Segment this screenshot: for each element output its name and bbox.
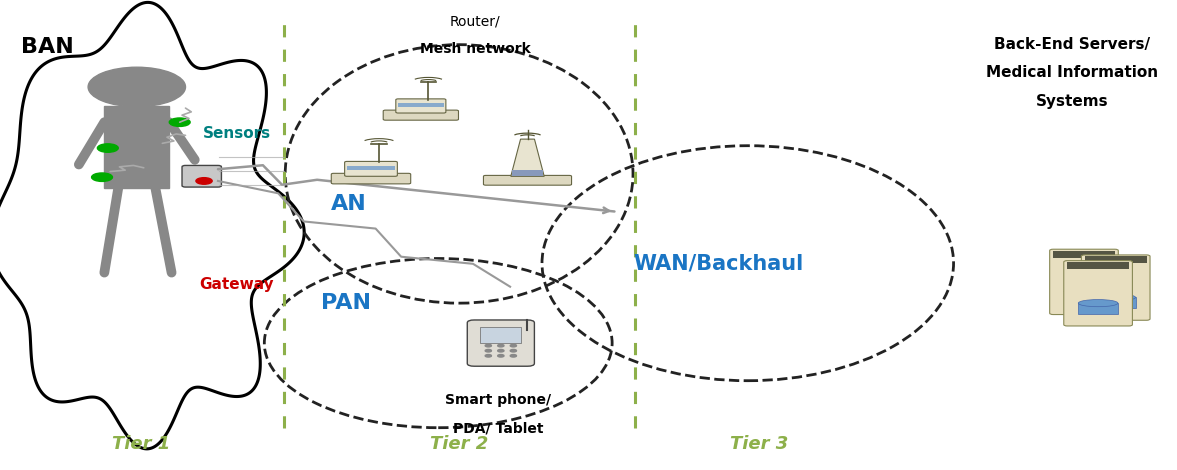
Text: AN: AN [331, 195, 366, 214]
Bar [398, 103, 444, 107]
Text: Mesh network: Mesh network [420, 42, 531, 56]
Text: Router/: Router/ [450, 14, 500, 28]
Text: BAN: BAN [21, 37, 74, 57]
Circle shape [88, 67, 186, 107]
Ellipse shape [1078, 299, 1118, 307]
Circle shape [195, 178, 212, 184]
Text: Gateway: Gateway [199, 277, 274, 292]
FancyBboxPatch shape [1064, 261, 1132, 326]
FancyBboxPatch shape [484, 175, 572, 185]
Circle shape [498, 354, 504, 357]
Bar [1085, 256, 1146, 264]
FancyBboxPatch shape [384, 110, 459, 120]
Ellipse shape [1064, 288, 1104, 295]
FancyBboxPatch shape [395, 99, 446, 113]
Circle shape [511, 345, 517, 347]
Bar [1068, 262, 1129, 269]
FancyBboxPatch shape [1050, 249, 1118, 314]
FancyBboxPatch shape [182, 165, 221, 187]
Text: Tier 3: Tier 3 [730, 435, 789, 453]
Bar [347, 166, 395, 170]
Circle shape [485, 350, 492, 352]
FancyBboxPatch shape [331, 173, 411, 184]
Polygon shape [511, 139, 544, 176]
Circle shape [511, 350, 517, 352]
Circle shape [98, 144, 118, 152]
Bar [512, 170, 543, 176]
Circle shape [485, 345, 492, 347]
Text: Systems: Systems [1036, 94, 1109, 109]
Text: Tier 2: Tier 2 [430, 435, 488, 453]
Text: WAN/Backhaul: WAN/Backhaul [633, 253, 804, 273]
Text: PAN: PAN [321, 293, 371, 313]
Bar [1053, 251, 1115, 258]
Text: Medical Information: Medical Information [986, 65, 1158, 80]
Circle shape [498, 350, 504, 352]
FancyBboxPatch shape [467, 320, 534, 366]
Bar [105, 106, 169, 188]
Text: Sensors: Sensors [202, 126, 271, 141]
FancyBboxPatch shape [345, 161, 398, 176]
Text: PDA/ Tablet: PDA/ Tablet [453, 422, 544, 436]
Bar [1064, 292, 1104, 302]
Bar [480, 327, 521, 343]
Ellipse shape [1096, 294, 1136, 301]
Circle shape [169, 118, 191, 126]
Text: Back-End Servers/: Back-End Servers/ [995, 37, 1150, 52]
FancyBboxPatch shape [1082, 255, 1150, 320]
Text: Smart phone/: Smart phone/ [445, 393, 552, 407]
Bar [1096, 298, 1136, 308]
Circle shape [485, 354, 492, 357]
Circle shape [92, 173, 113, 181]
Text: Tier 1: Tier 1 [112, 435, 171, 453]
Circle shape [511, 354, 517, 357]
Circle shape [498, 345, 504, 347]
Bar [1078, 303, 1118, 314]
Polygon shape [0, 2, 304, 449]
